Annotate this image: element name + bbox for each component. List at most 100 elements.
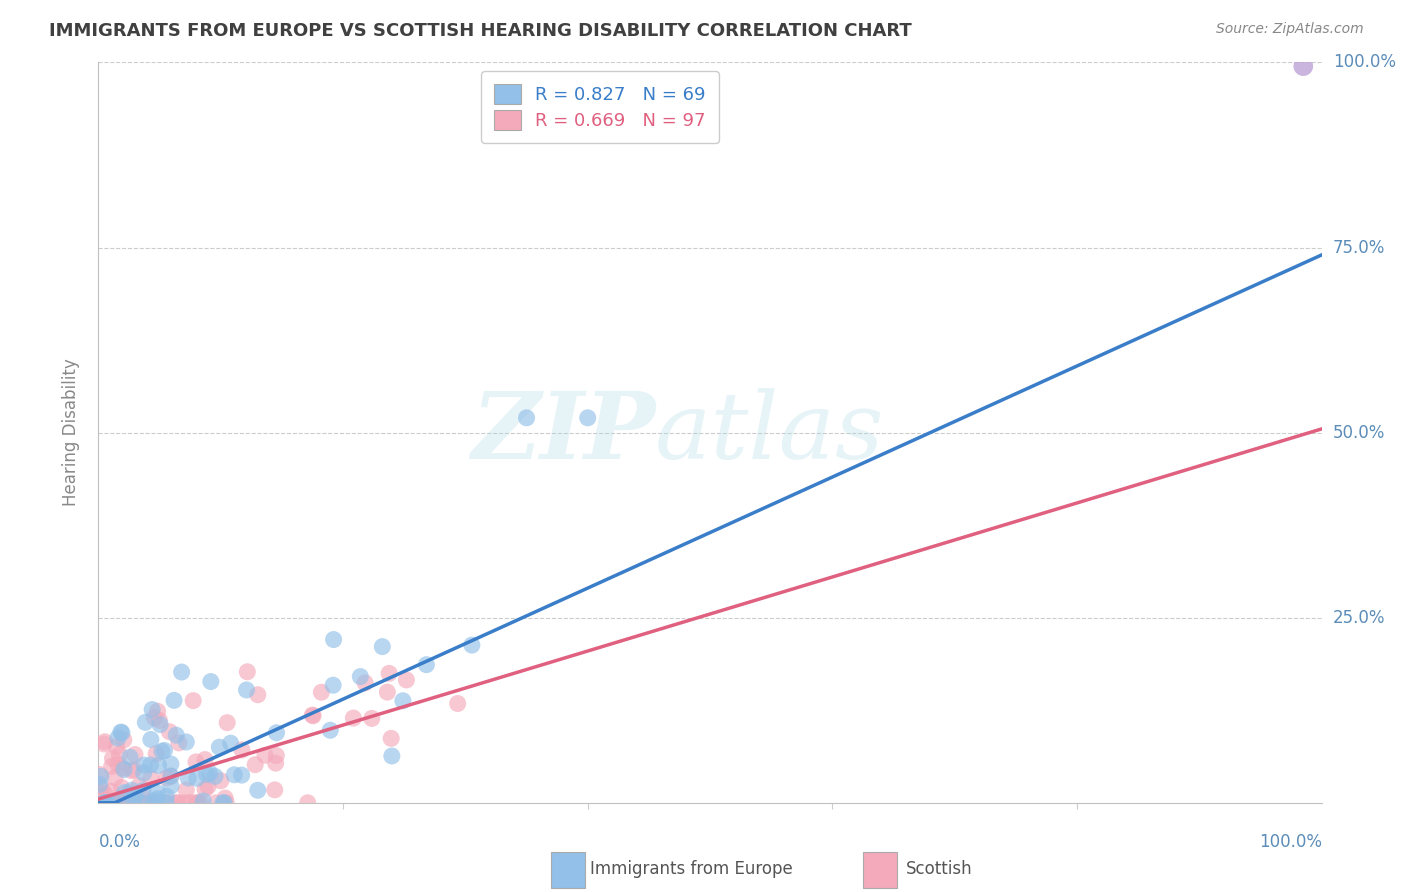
Text: 0.0%: 0.0% xyxy=(98,833,141,851)
Point xyxy=(100,796,122,810)
Point xyxy=(112,732,135,747)
Point xyxy=(89,786,111,800)
Point xyxy=(204,769,226,783)
Point xyxy=(118,786,141,800)
Text: 100.0%: 100.0% xyxy=(1333,54,1396,71)
Point xyxy=(166,796,188,810)
Point xyxy=(198,766,221,780)
Point xyxy=(184,755,207,769)
Point xyxy=(159,769,181,783)
Point xyxy=(110,725,132,739)
Text: ZIP: ZIP xyxy=(471,388,655,477)
Point xyxy=(150,744,173,758)
Text: 75.0%: 75.0% xyxy=(1333,238,1385,257)
Point xyxy=(193,794,215,808)
Point xyxy=(224,768,246,782)
Point xyxy=(155,771,177,785)
Point xyxy=(127,795,149,809)
Point xyxy=(165,796,187,810)
Point xyxy=(173,796,195,810)
Point xyxy=(132,790,155,805)
Point xyxy=(89,796,111,810)
Point xyxy=(155,789,177,804)
Point xyxy=(112,763,135,777)
Point xyxy=(217,715,239,730)
Point xyxy=(302,708,325,723)
Point xyxy=(174,783,197,797)
Point xyxy=(96,796,118,810)
Point xyxy=(148,758,170,772)
Point xyxy=(209,773,232,788)
Point xyxy=(93,737,115,751)
Point xyxy=(188,796,211,810)
Point xyxy=(94,796,117,810)
Point xyxy=(125,796,148,810)
Point xyxy=(246,783,269,797)
Point xyxy=(354,676,377,690)
Point xyxy=(107,731,129,745)
Point xyxy=(89,777,111,791)
Point xyxy=(319,723,342,738)
Point xyxy=(160,769,183,783)
Point xyxy=(170,665,193,679)
Point xyxy=(211,796,233,810)
Text: IMMIGRANTS FROM EUROPE VS SCOTTISH HEARING DISABILITY CORRELATION CHART: IMMIGRANTS FROM EUROPE VS SCOTTISH HEARI… xyxy=(49,22,912,40)
Point xyxy=(208,740,231,755)
Point xyxy=(96,793,118,807)
Point xyxy=(253,748,276,763)
Point xyxy=(139,772,162,786)
Point xyxy=(134,715,156,730)
Point xyxy=(104,771,127,785)
Point xyxy=(132,783,155,797)
Point xyxy=(115,796,138,810)
Point xyxy=(157,796,180,810)
Text: 50.0%: 50.0% xyxy=(1333,424,1385,442)
Point xyxy=(120,764,142,778)
Point xyxy=(179,796,201,810)
Point xyxy=(380,731,402,746)
Point xyxy=(111,761,134,775)
Point xyxy=(111,796,134,810)
Point xyxy=(231,768,253,782)
Point xyxy=(301,708,323,723)
Point xyxy=(94,735,117,749)
Point xyxy=(322,632,344,647)
Text: Scottish: Scottish xyxy=(905,861,973,879)
Point xyxy=(100,759,122,773)
FancyBboxPatch shape xyxy=(863,853,897,888)
Point xyxy=(139,796,162,810)
Point xyxy=(349,669,371,683)
Point xyxy=(97,796,120,810)
Text: 25.0%: 25.0% xyxy=(1333,608,1385,627)
Point xyxy=(516,410,538,425)
Point xyxy=(155,796,177,810)
Point xyxy=(128,779,150,793)
Point xyxy=(395,673,418,687)
Point xyxy=(111,796,134,810)
Text: Source: ZipAtlas.com: Source: ZipAtlas.com xyxy=(1216,22,1364,37)
Point xyxy=(381,749,404,764)
Point xyxy=(149,717,172,731)
Point xyxy=(1292,59,1315,73)
Point xyxy=(139,796,162,810)
Point xyxy=(110,780,132,795)
Point xyxy=(205,796,228,810)
Point xyxy=(212,796,235,810)
Point xyxy=(235,682,257,697)
Point xyxy=(195,767,218,781)
Point xyxy=(266,725,288,739)
Point xyxy=(129,796,152,810)
Point xyxy=(105,796,128,810)
Point xyxy=(124,747,146,762)
Text: Immigrants from Europe: Immigrants from Europe xyxy=(591,861,793,879)
Point xyxy=(145,747,167,761)
Point xyxy=(159,724,181,739)
Point xyxy=(132,766,155,780)
Point xyxy=(165,728,187,742)
Point xyxy=(143,711,166,725)
Point xyxy=(143,794,166,808)
Point xyxy=(90,789,112,804)
Point xyxy=(194,753,217,767)
Point xyxy=(94,796,117,810)
Point xyxy=(266,748,288,763)
